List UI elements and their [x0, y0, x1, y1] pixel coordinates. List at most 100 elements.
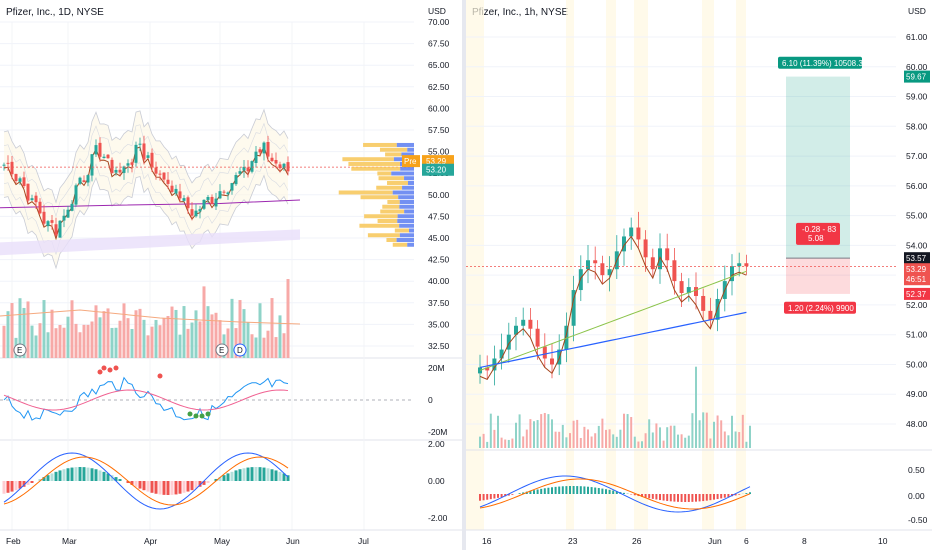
macd-histogram-bar: [522, 492, 525, 494]
long-ma-line: [0, 199, 301, 209]
macd-histogram-bar: [230, 471, 234, 481]
candle-body: [10, 161, 14, 175]
session-shading: [634, 0, 648, 530]
volume-bar: [90, 321, 94, 358]
volume-bar: [727, 435, 730, 448]
volume-bar: [154, 319, 158, 358]
volume-bar: [569, 433, 571, 448]
macd-histogram-bar: [745, 493, 748, 494]
macd-histogram-bar: [511, 494, 514, 495]
volume-bar: [615, 436, 618, 448]
earnings-marker-label: D: [237, 346, 243, 355]
volume-bar: [170, 306, 174, 358]
time-axis-label: Jul: [358, 536, 369, 546]
bollinger-upper-line: [3, 108, 289, 204]
volume-bar: [86, 324, 90, 358]
oscillator-tick-label: 20M: [428, 363, 445, 373]
volume-bar: [561, 424, 564, 448]
candle-body: [250, 161, 254, 172]
macd-histogram-bar: [282, 473, 286, 481]
volume-bar: [102, 311, 106, 358]
macd-histogram-bar: [270, 469, 274, 481]
candle-body: [564, 325, 569, 350]
candle-body: [122, 166, 126, 173]
time-axis-label: 6: [744, 536, 749, 546]
left-chart-pane[interactable]: Pfizer, Inc., 1D, NYSE 70.00 67.50 65.00 62…: [0, 0, 462, 550]
volume-bar: [738, 432, 741, 448]
volume-bar: [507, 439, 510, 448]
volume-profile-bar: [398, 195, 414, 200]
volume-bar: [286, 279, 290, 358]
bollinger-lower-line: [3, 174, 289, 270]
inner-band-line: [3, 122, 289, 218]
macd-histogram-bar: [572, 486, 575, 494]
oscillator-signal-dot: [101, 365, 107, 371]
candle-body: [114, 169, 118, 173]
macd-histogram-bar: [558, 486, 561, 494]
volume-bar: [626, 414, 629, 448]
volume-bar: [54, 328, 58, 358]
macd-histogram-bar: [615, 491, 618, 494]
macd-histogram-bar: [507, 494, 510, 496]
volume-bar: [206, 306, 210, 358]
pane-divider[interactable]: [462, 0, 466, 550]
candle-body: [150, 152, 154, 167]
macd-histogram-bar: [178, 481, 182, 494]
macd-histogram-bar: [479, 494, 481, 501]
candle-body: [134, 144, 138, 163]
candle-body: [138, 143, 142, 145]
volume-bar: [500, 437, 503, 448]
volume-bar: [122, 303, 126, 358]
volume-bar: [234, 328, 238, 358]
volume-bar: [612, 434, 615, 448]
macd-histogram-bar: [98, 470, 102, 481]
candle-body: [550, 358, 554, 365]
macd-histogram-bar: [540, 488, 543, 494]
macd-histogram-bar: [134, 481, 138, 487]
volume-bar: [590, 436, 593, 448]
candle-body: [499, 349, 504, 359]
macd-histogram-bar: [286, 475, 290, 481]
volume-bar: [58, 324, 62, 358]
volume-bar: [543, 412, 546, 448]
candle-body: [737, 263, 742, 267]
volume-bar: [734, 431, 737, 448]
candle-body: [14, 173, 18, 182]
oscillator-line: [3, 376, 289, 421]
stop-label-badge: [784, 301, 856, 314]
earnings-marker-icon: [233, 343, 247, 357]
candle-body: [286, 162, 290, 172]
volume-bar: [158, 325, 162, 358]
candle-body: [54, 224, 58, 236]
candle-body: [218, 191, 222, 199]
time-axis-label: May: [214, 536, 231, 546]
macd-histogram-bar: [2, 481, 6, 494]
right-chart-pane[interactable]: Pfizer, Inc., 1h, NYSE 61.00 60.00 59.00 58…: [466, 0, 932, 550]
volume-bar: [78, 332, 82, 358]
candle-body: [186, 197, 190, 209]
candle-body: [62, 215, 66, 221]
macd-histogram-bar: [569, 486, 571, 494]
volume-bar: [226, 328, 230, 358]
price-tick-label: 50.00: [906, 359, 928, 369]
macd-histogram-bar: [118, 479, 122, 481]
slow-ma-line: [479, 270, 747, 371]
candle-body: [478, 367, 482, 374]
macd-histogram-bar: [30, 481, 34, 483]
macd-histogram-bar: [500, 494, 503, 498]
volume-bar: [2, 325, 6, 358]
macd-histogram-bar: [529, 490, 532, 494]
left-chart-canvas[interactable]: 70.0067.5065.0062.5060.0057.5055.0052.50…: [0, 0, 462, 550]
macd-histogram-bar: [601, 488, 604, 494]
volume-bar: [218, 320, 222, 358]
right-chart-canvas[interactable]: 61.0060.0059.0058.0057.0056.0055.0054.00…: [466, 0, 932, 550]
macd-histogram-bar: [648, 494, 651, 499]
volume-bar: [66, 316, 70, 358]
volume-profile-bar: [399, 199, 414, 204]
volume-bar: [641, 441, 643, 448]
macd-histogram-bar: [86, 467, 90, 481]
candle-body: [672, 260, 677, 282]
macd-histogram-bar: [54, 471, 58, 481]
pre-market-label: Pre: [404, 157, 417, 166]
candle-body: [158, 173, 162, 175]
